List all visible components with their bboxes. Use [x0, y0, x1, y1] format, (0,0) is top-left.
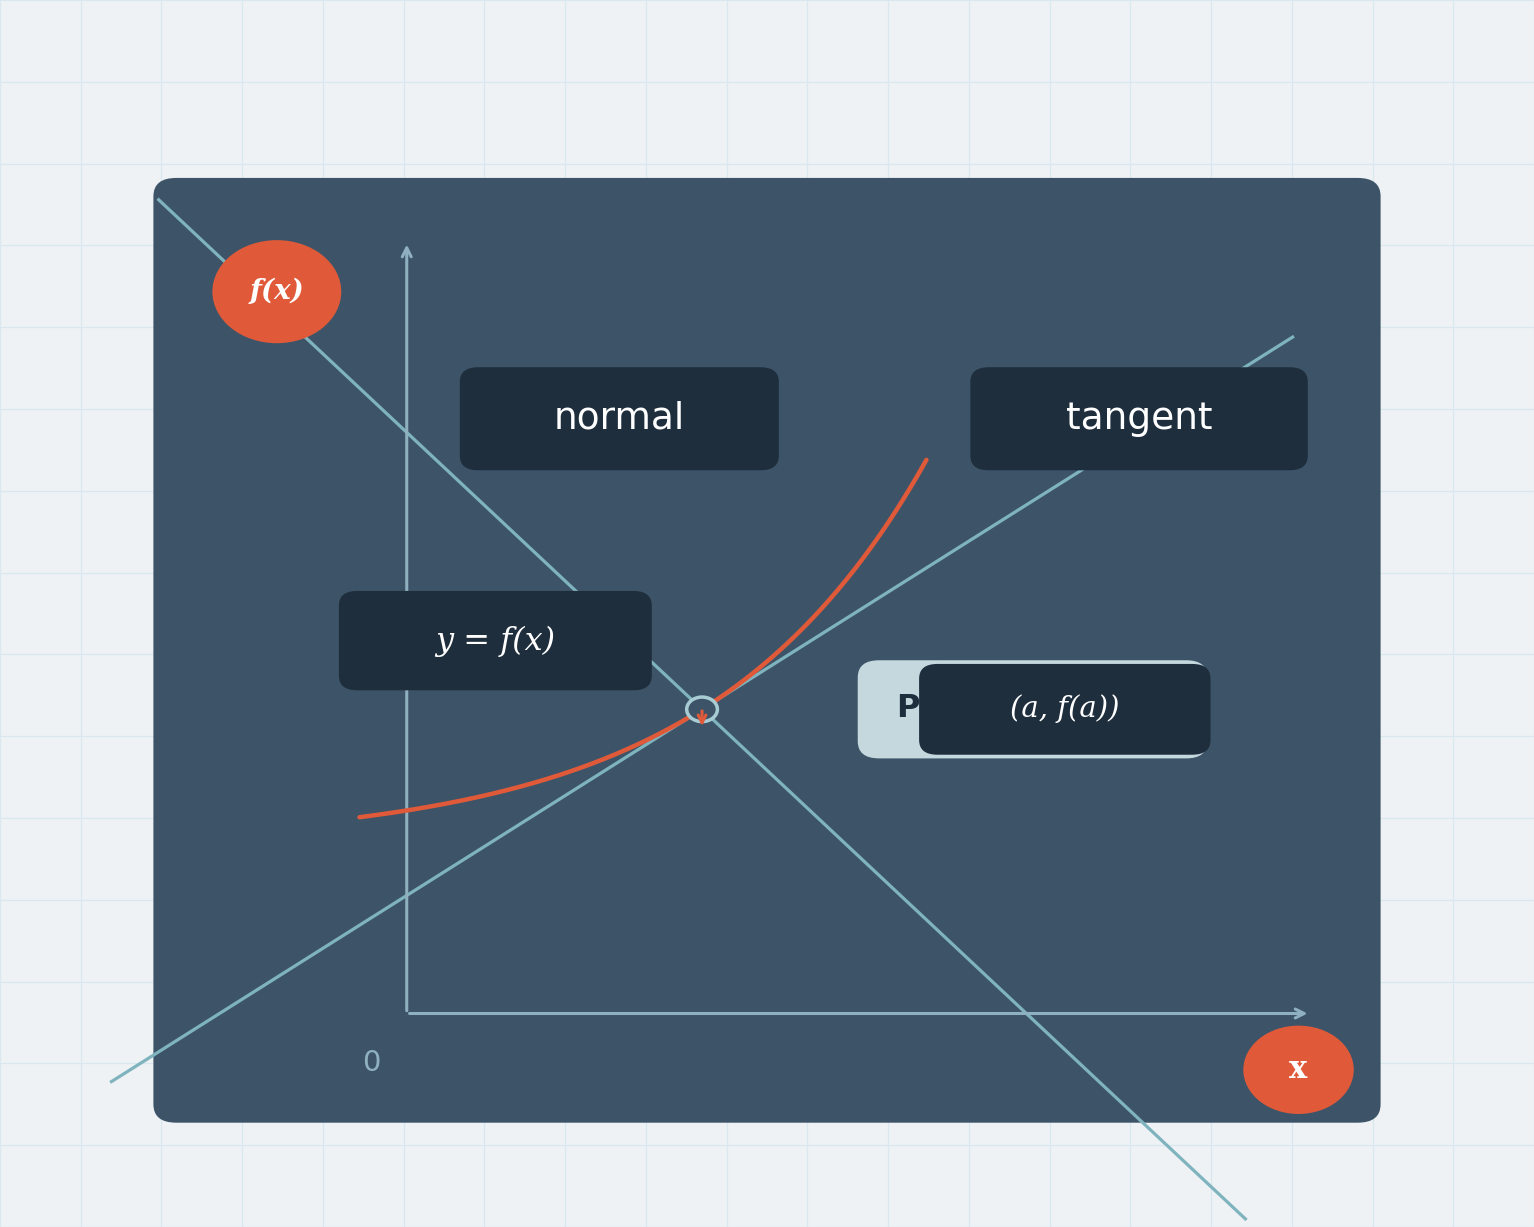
FancyBboxPatch shape — [153, 178, 1381, 1123]
Text: x: x — [1290, 1054, 1307, 1086]
Text: normal: normal — [554, 401, 686, 437]
Circle shape — [1243, 1026, 1353, 1114]
Circle shape — [687, 697, 718, 721]
FancyBboxPatch shape — [858, 660, 1207, 758]
Text: tangent: tangent — [1066, 401, 1212, 437]
FancyBboxPatch shape — [919, 664, 1210, 755]
Text: (a, f(a)): (a, f(a)) — [1009, 693, 1120, 723]
FancyBboxPatch shape — [339, 591, 652, 691]
FancyBboxPatch shape — [460, 367, 779, 470]
Text: f(x): f(x) — [250, 279, 304, 306]
Circle shape — [212, 240, 341, 344]
Text: y = f(x): y = f(x) — [436, 626, 555, 656]
Text: 0: 0 — [362, 1049, 380, 1077]
Text: P: P — [896, 692, 920, 724]
FancyBboxPatch shape — [971, 367, 1309, 470]
